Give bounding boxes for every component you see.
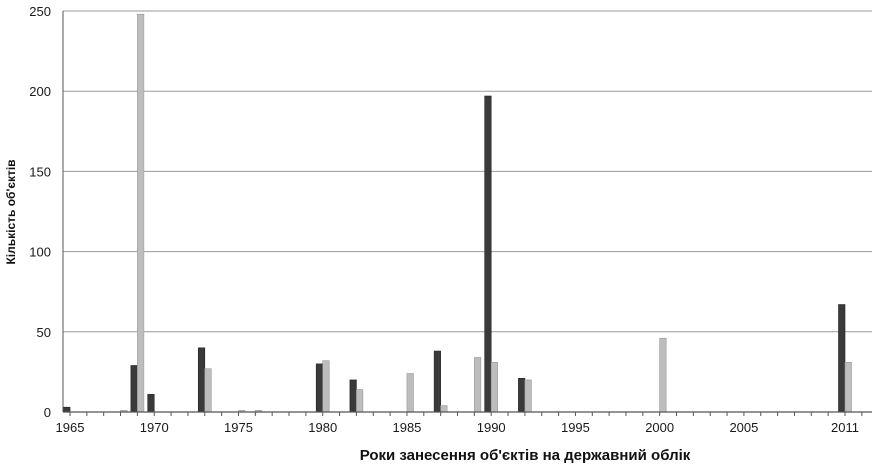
x-tick-label: 1990 — [477, 420, 506, 435]
x-tick-label: 2005 — [729, 420, 758, 435]
y-tick-label: 250 — [29, 4, 51, 19]
x-tick-label: 1985 — [392, 420, 421, 435]
bar — [659, 337, 667, 413]
y-tick-labels: 0 50 100 150 200 250 — [29, 4, 51, 420]
x-axis-label: Роки занесення об'єктів на державний обл… — [360, 447, 691, 464]
x-tick-label: 1975 — [224, 420, 253, 435]
y-axis-label: Кількість об'єктів — [4, 159, 18, 264]
bar — [474, 357, 482, 413]
bar — [137, 13, 145, 413]
bar — [484, 95, 492, 413]
bar — [147, 394, 155, 413]
y-tick-label: 150 — [29, 164, 51, 179]
bar — [130, 365, 138, 413]
y-tick-label: 0 — [44, 405, 51, 420]
y-tick-label: 50 — [37, 325, 51, 340]
x-tick-labels: 1965 1970 1975 1980 1985 1990 1995 2000 2005 2011 — [56, 420, 859, 435]
grid-lines — [63, 10, 872, 333]
bar — [63, 406, 71, 413]
x-tick-label: 2011 — [831, 420, 859, 435]
x-tick-label: 1965 — [56, 420, 85, 435]
x-tick-label: 2000 — [645, 420, 674, 435]
bar — [204, 368, 212, 413]
x-tick-label: 1970 — [140, 420, 169, 435]
bar — [844, 361, 852, 413]
bar — [406, 373, 414, 413]
bar — [197, 347, 206, 413]
bars — [63, 13, 852, 413]
axes — [62, 11, 872, 416]
bar — [433, 350, 441, 413]
bar — [315, 363, 324, 413]
y-tick-label: 100 — [29, 245, 51, 260]
bar — [322, 360, 330, 413]
x-tick-label: 1995 — [561, 420, 590, 435]
bar — [518, 378, 526, 413]
bar — [440, 405, 448, 413]
bar — [490, 361, 498, 413]
bar — [838, 304, 846, 413]
x-tick-label: 1980 — [308, 420, 337, 435]
bar — [524, 379, 532, 413]
y-tick-label: 200 — [29, 84, 51, 99]
bar — [356, 389, 364, 413]
bar — [349, 379, 357, 413]
